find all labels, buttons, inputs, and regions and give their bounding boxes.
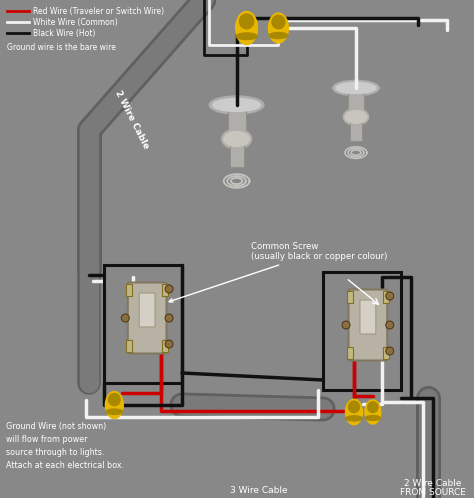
Bar bbox=[350, 122, 362, 141]
Bar bbox=[383, 347, 389, 359]
Ellipse shape bbox=[336, 83, 376, 94]
Bar bbox=[126, 284, 132, 296]
Ellipse shape bbox=[348, 401, 359, 413]
Circle shape bbox=[121, 314, 129, 322]
Text: Ground Wire (not shown)
will flow from power
source through to lights.
Attach at: Ground Wire (not shown) will flow from p… bbox=[6, 422, 124, 470]
Ellipse shape bbox=[222, 129, 252, 149]
Circle shape bbox=[386, 292, 394, 300]
Ellipse shape bbox=[236, 11, 257, 44]
Ellipse shape bbox=[210, 96, 264, 114]
Text: 2 Wire Cable: 2 Wire Cable bbox=[114, 89, 151, 151]
Text: Common Screw
(usually black or copper colour): Common Screw (usually black or copper co… bbox=[169, 242, 387, 302]
Ellipse shape bbox=[268, 13, 288, 43]
Bar bbox=[162, 284, 168, 296]
Text: 3 Wire Cable: 3 Wire Cable bbox=[230, 486, 287, 495]
Bar bbox=[162, 340, 168, 352]
Ellipse shape bbox=[343, 109, 369, 125]
Ellipse shape bbox=[109, 393, 120, 406]
Ellipse shape bbox=[368, 402, 378, 413]
Bar bbox=[347, 291, 353, 303]
Text: 2 Wire Cable: 2 Wire Cable bbox=[404, 479, 461, 488]
Ellipse shape bbox=[236, 33, 257, 39]
FancyBboxPatch shape bbox=[139, 293, 155, 327]
Text: Black Wire (Hot): Black Wire (Hot) bbox=[33, 28, 95, 37]
Ellipse shape bbox=[106, 409, 123, 414]
Text: Red Wire (Traveler or Switch Wire): Red Wire (Traveler or Switch Wire) bbox=[33, 6, 164, 15]
Bar bbox=[347, 347, 353, 359]
Ellipse shape bbox=[272, 15, 285, 29]
Bar bbox=[228, 111, 246, 139]
Ellipse shape bbox=[105, 391, 123, 418]
Bar bbox=[230, 145, 244, 167]
Ellipse shape bbox=[224, 131, 250, 146]
Ellipse shape bbox=[365, 416, 381, 420]
Ellipse shape bbox=[346, 416, 362, 421]
Circle shape bbox=[165, 314, 173, 322]
Ellipse shape bbox=[333, 80, 379, 96]
Ellipse shape bbox=[239, 14, 254, 29]
Bar bbox=[126, 340, 132, 352]
Circle shape bbox=[386, 347, 394, 355]
Text: White Wire (Common): White Wire (Common) bbox=[33, 17, 118, 26]
Bar bbox=[348, 93, 364, 117]
Text: FROM SOURCE: FROM SOURCE bbox=[400, 488, 465, 497]
Bar bbox=[323, 272, 401, 390]
Ellipse shape bbox=[269, 32, 288, 38]
Ellipse shape bbox=[213, 99, 261, 112]
FancyBboxPatch shape bbox=[348, 289, 387, 361]
Circle shape bbox=[342, 321, 350, 329]
Ellipse shape bbox=[365, 400, 381, 424]
Ellipse shape bbox=[345, 111, 367, 124]
Ellipse shape bbox=[346, 399, 363, 425]
Circle shape bbox=[165, 285, 173, 293]
Circle shape bbox=[386, 321, 394, 329]
Circle shape bbox=[165, 340, 173, 348]
Bar bbox=[104, 265, 182, 383]
Bar bbox=[383, 291, 389, 303]
Text: Ground wire is the bare wire: Ground wire is the bare wire bbox=[7, 42, 116, 51]
FancyBboxPatch shape bbox=[360, 300, 376, 334]
FancyBboxPatch shape bbox=[128, 282, 166, 354]
